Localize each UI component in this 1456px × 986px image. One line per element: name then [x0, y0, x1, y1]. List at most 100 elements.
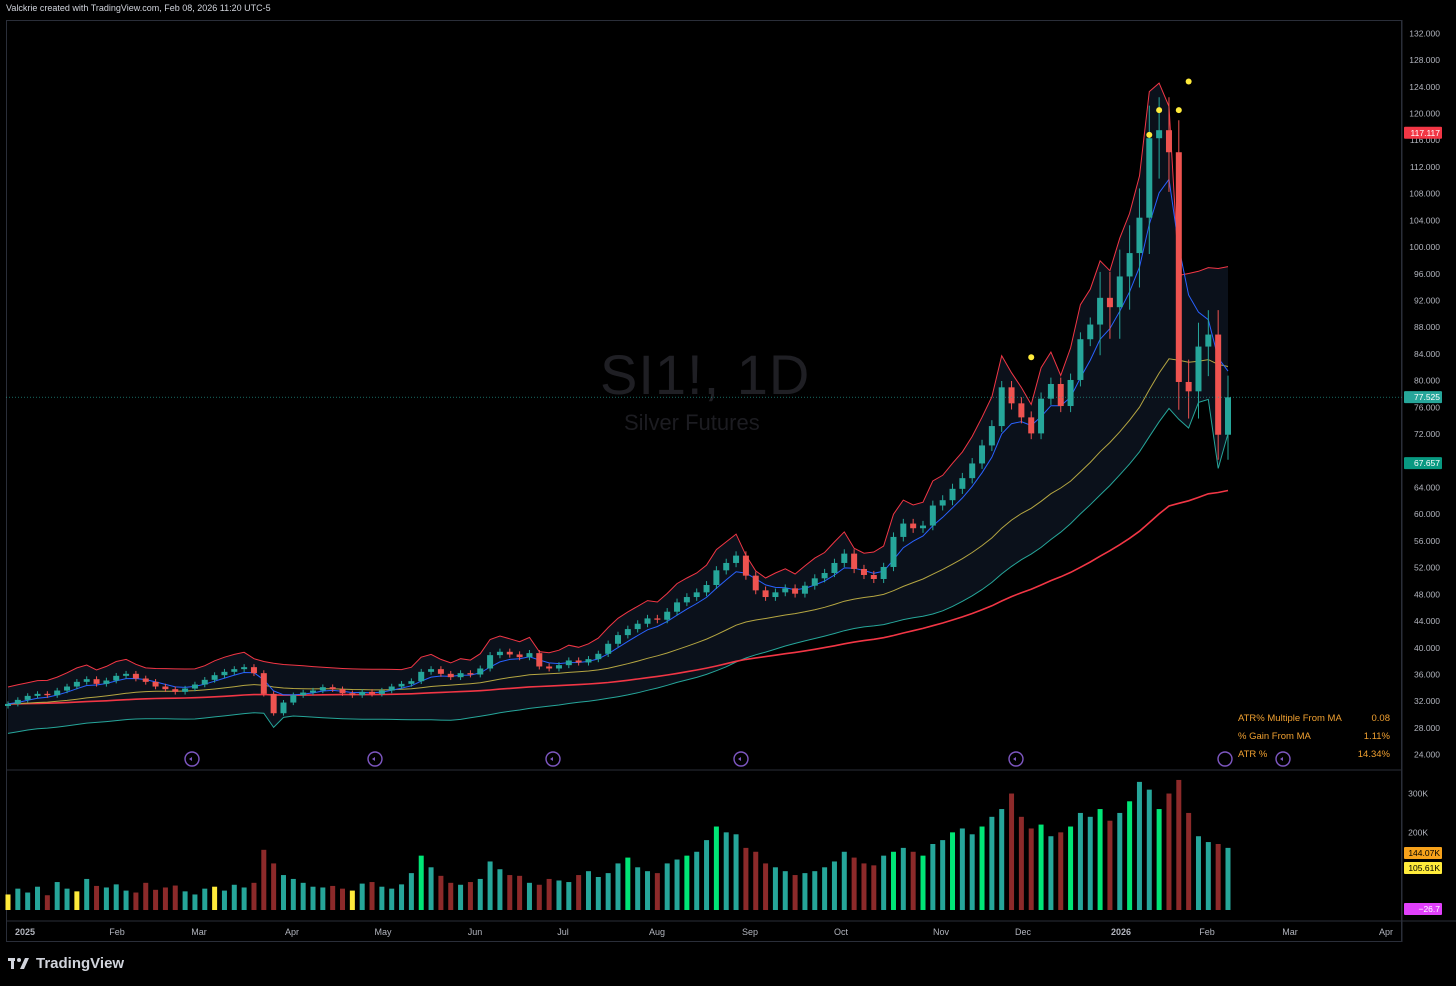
candle-body: [890, 536, 897, 567]
candle-body: [526, 653, 533, 658]
volume-bar: [920, 855, 926, 910]
candle-body: [329, 687, 336, 690]
candle-body: [979, 445, 986, 464]
volume-bar: [999, 809, 1005, 910]
volume-bar: [1009, 793, 1015, 910]
stat-row: % Gain From MA 1.11%: [1238, 728, 1390, 746]
attribution-text: Valckrie created with TradingView.com, F…: [6, 3, 271, 13]
volume-bar: [645, 871, 651, 910]
price-tick-label: 72.000: [1414, 429, 1440, 439]
volume-bar: [979, 826, 985, 910]
candle-body: [300, 692, 307, 696]
candle-body: [870, 574, 877, 579]
candle-body: [900, 523, 907, 537]
candle-body: [437, 669, 444, 674]
candle-body: [742, 555, 749, 576]
stat-value: 0.08: [1371, 713, 1391, 724]
candle-body: [703, 585, 710, 593]
volume-bar: [25, 892, 31, 910]
band-fill: [8, 83, 1228, 734]
candle-body: [349, 693, 356, 696]
stat-label: % Gain From MA: [1238, 731, 1311, 742]
volume-bar: [84, 878, 90, 910]
candle-body: [1087, 324, 1094, 340]
volume-bar: [664, 863, 670, 910]
volume-bar: [851, 857, 857, 910]
volume-bar: [5, 894, 11, 910]
candle-body: [260, 673, 267, 694]
volume-bar: [890, 851, 896, 910]
candle-body: [1116, 276, 1123, 308]
candle-body: [674, 602, 681, 612]
volume-bar: [969, 834, 975, 910]
volume-bar: [1205, 842, 1211, 910]
candle-body: [929, 505, 936, 526]
candle-body: [310, 690, 316, 693]
mid-ma-line: [7, 358, 1229, 705]
candle-body: [467, 673, 474, 675]
candle-body: [477, 668, 484, 675]
candle-body: [1018, 403, 1025, 418]
volume-bar: [330, 885, 336, 910]
candle-body: [1126, 253, 1133, 277]
event-marker-arrow-icon: [189, 757, 192, 761]
candle-body: [1185, 381, 1192, 392]
candle-body: [860, 568, 867, 575]
candle-body: [359, 691, 366, 696]
candle-body: [1057, 383, 1064, 407]
candle-body: [516, 654, 523, 658]
candle-body: [1146, 138, 1153, 218]
volume-bar: [605, 873, 611, 910]
candle-body: [605, 643, 612, 654]
event-marker-arrow-icon: [550, 757, 553, 761]
price-tick-label: 112.000: [1410, 162, 1440, 172]
stat-row: ATR% Multiple From MA 0.08: [1238, 710, 1390, 728]
time-axis-label: Feb: [109, 927, 125, 937]
volume-bar: [507, 875, 513, 910]
candle-body: [1008, 387, 1015, 404]
candle-body: [988, 426, 995, 446]
candle-body: [585, 659, 592, 663]
volume-bar: [959, 828, 965, 910]
volume-bar: [576, 875, 582, 910]
candle-body: [1156, 130, 1163, 139]
candle-body: [487, 655, 494, 669]
candle-body: [418, 671, 425, 682]
candle-body: [654, 618, 661, 620]
volume-bar: [684, 855, 690, 910]
candle-body: [595, 653, 602, 660]
time-axis-label: Jul: [557, 927, 569, 937]
footer-brand: TradingView: [36, 955, 125, 972]
candle-body: [949, 488, 956, 501]
candle-body: [506, 651, 513, 655]
candle-body: [1165, 130, 1172, 153]
candle-body: [1028, 417, 1035, 434]
candle-body: [772, 592, 779, 598]
candle-body: [408, 681, 415, 684]
volume-bar: [526, 882, 532, 910]
volume-bar: [900, 847, 906, 910]
price-tick-label: 44.000: [1414, 616, 1440, 626]
candle-body: [398, 683, 405, 687]
price-tick-label: 56.000: [1414, 536, 1440, 546]
candle-body: [457, 673, 464, 678]
time-axis-label: Mar: [1282, 927, 1298, 937]
candle-body: [1067, 379, 1074, 407]
volume-bar: [743, 847, 749, 910]
time-axis-label: Nov: [933, 927, 950, 937]
volume-bar: [64, 888, 70, 910]
volume-bar: [871, 865, 877, 910]
volume-bar: [182, 891, 188, 910]
time-axis-label: Mar: [191, 927, 207, 937]
volume-bar: [172, 885, 178, 910]
stat-row: ATR % 14.34%: [1238, 746, 1390, 764]
volume-bar: [261, 849, 267, 910]
volume-tick-label: 300K: [1408, 789, 1428, 799]
volume-bar: [192, 894, 198, 910]
fast-ema-line: [7, 178, 1229, 705]
volume-bar: [399, 884, 405, 910]
tradingview-logo-icon: [8, 957, 29, 969]
candle-body: [1097, 297, 1104, 325]
